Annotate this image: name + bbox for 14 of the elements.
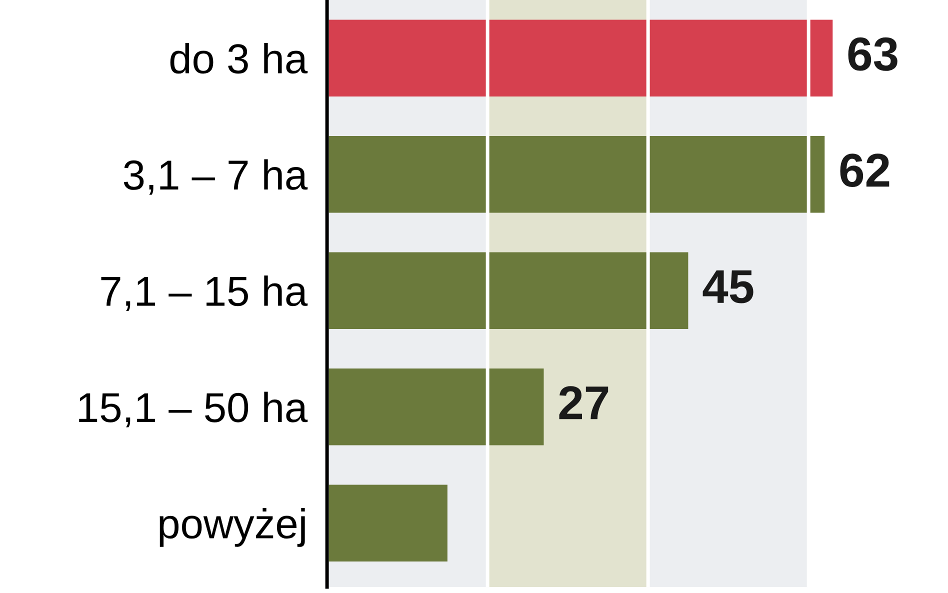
y-tick-label: powyżej (160, 508, 305, 547)
bar (327, 484, 448, 562)
y-tick-label: do 3 ha (170, 43, 308, 74)
y-tick-label: 15,1 – 50 ha (79, 392, 308, 428)
data-label: 63 (848, 37, 898, 71)
data-label: 45 (702, 270, 754, 304)
bar (327, 368, 544, 446)
data-label: 62 (840, 154, 890, 188)
bar (327, 136, 825, 213)
y-tick-label: 3,1 – 7 ha (124, 159, 308, 195)
y-tick-label: 7,1 – 15 ha (101, 276, 308, 312)
bar (327, 20, 833, 96)
data-label: 27 (559, 386, 608, 420)
bar (327, 252, 688, 329)
